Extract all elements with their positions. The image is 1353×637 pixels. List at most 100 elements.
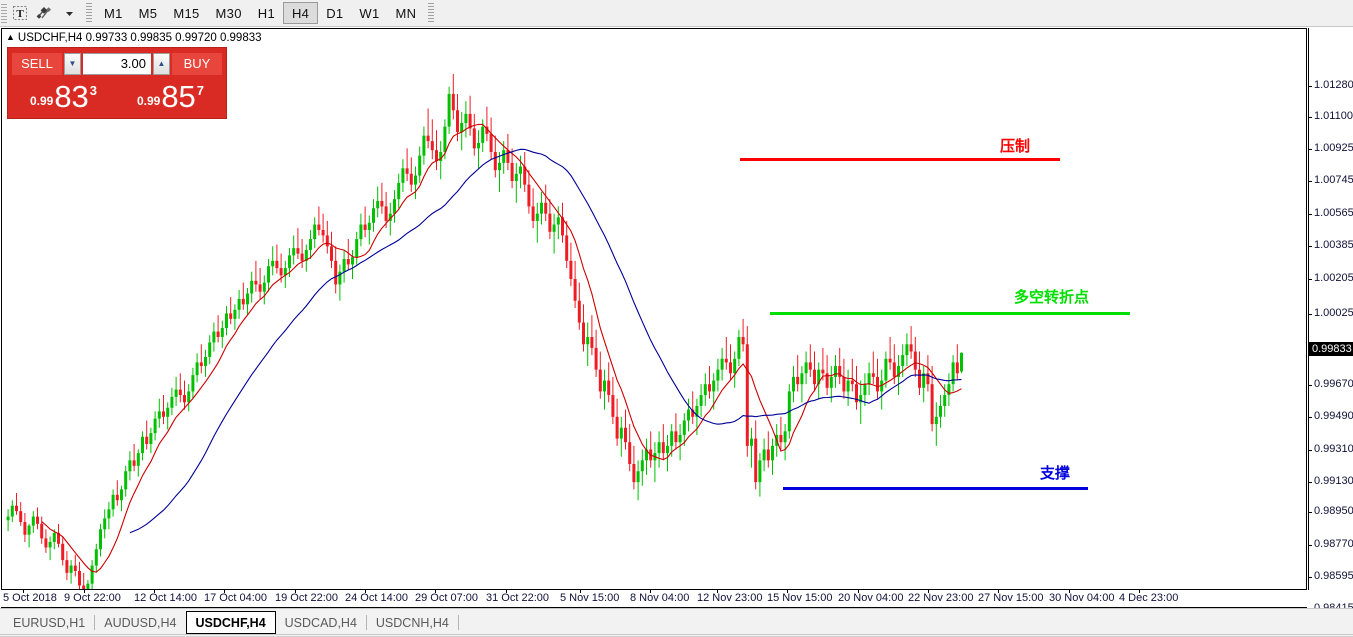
objects-dropdown-arrow[interactable] <box>58 2 81 25</box>
collapse-triangle-icon[interactable]: ▲ <box>6 32 15 42</box>
timeframe-m30[interactable]: M30 <box>215 5 242 21</box>
tabbar-divider-top <box>0 634 1353 635</box>
chart-tab-usdcad[interactable]: USDCAD,H4 <box>284 615 357 630</box>
price-tick <box>1308 214 1312 215</box>
time-tick-label: 31 Oct 22:00 <box>486 592 549 604</box>
volume-input[interactable]: 3.00 <box>83 52 151 75</box>
price-tick <box>1308 149 1312 150</box>
pivot-line[interactable] <box>770 312 1130 315</box>
timeframe-w1[interactable]: W1 <box>359 5 380 21</box>
time-tick-label: 17 Oct 04:00 <box>204 592 267 604</box>
chart-tabs: EURUSD,H1 AUDUSD,H4 USDCHF,H4 USDCAD,H4 USDC… <box>4 611 459 634</box>
time-tick <box>580 590 581 593</box>
time-tick-label: 30 Nov 04:00 <box>1049 592 1115 604</box>
time-tick <box>717 590 718 593</box>
toolbar-grip-left[interactable] <box>1 3 7 23</box>
price-tick-label: 1.00745 <box>1314 174 1353 186</box>
pivot-label: 多空转折点 <box>1014 288 1090 306</box>
time-tick-label: 5 Nov 15:00 <box>560 592 620 604</box>
time-tick <box>506 590 507 593</box>
symbol-ohlc-text: USDCHF,H4 0.99733 0.99835 0.99720 0.9983… <box>17 32 262 44</box>
price-axis[interactable]: 1.01280 1.01100 1.00925 1.00745 1.00565 1.003… <box>1308 28 1353 614</box>
chart-tab-usdcnh[interactable]: USDCNH,H4 <box>375 615 449 630</box>
price-tick-label: 1.01100 <box>1314 110 1353 122</box>
time-tick <box>998 590 999 593</box>
text-tool-glyph: T <box>12 6 27 20</box>
time-tick <box>365 590 366 593</box>
chart-canvas[interactable]: 压制 多空转折点 支撑 ▲ USDCHF,H4 0.99733 0.99835 0… <box>1 28 1307 590</box>
volume-decrement-button[interactable]: ▼ <box>64 52 81 75</box>
chart-tab-audusd[interactable]: AUDUSD,H4 <box>104 615 177 630</box>
time-tick-label: 19 Oct 22:00 <box>275 592 338 604</box>
support-line[interactable] <box>783 487 1088 490</box>
time-tick-label: 22 Nov 23:00 <box>908 592 974 604</box>
price-tick <box>1308 279 1312 280</box>
current-price-tag: 0.99833 <box>1309 342 1353 356</box>
chart-tab-usdchf[interactable]: USDCHF,H4 <box>185 611 276 634</box>
price-tick-label: 0.98950 <box>1314 505 1353 517</box>
price-tick-label: 1.00205 <box>1314 272 1353 284</box>
price-tick <box>1308 482 1312 483</box>
time-tick <box>84 590 85 593</box>
sell-price-main: 83 <box>54 79 89 114</box>
candlestick-plot <box>6 74 963 589</box>
price-tick-label: 0.98595 <box>1314 570 1353 582</box>
sell-price-display[interactable]: 0.99 83 3 <box>12 77 115 114</box>
sell-price-prefix: 0.99 <box>29 94 54 108</box>
price-tick-label: 0.99670 <box>1314 378 1353 390</box>
time-tick <box>23 590 24 593</box>
price-tick-label: 0.99310 <box>1314 443 1353 455</box>
time-tick <box>858 590 859 593</box>
top-toolbar: T M1 M5 M15 M30 H1 H4 D1 W1 MN <box>0 0 1353 27</box>
time-tick <box>435 590 436 593</box>
support-label: 支撑 <box>1040 464 1071 482</box>
timeframe-h4[interactable]: H4 <box>282 2 319 24</box>
objects-tool-icon[interactable] <box>33 2 56 25</box>
time-tick-label: 5 Oct 2018 <box>3 592 57 604</box>
timeframe-m1[interactable]: M1 <box>104 5 123 21</box>
time-tick-label: 20 Nov 04:00 <box>838 592 904 604</box>
timeframe-m5[interactable]: M5 <box>138 5 158 21</box>
buy-price-point: 7 <box>196 83 205 98</box>
one-click-trading-panel: SELL ▼ 3.00 ▲ BUY 0.99 83 3 0.99 85 7 <box>7 47 227 119</box>
resistance-line[interactable] <box>740 158 1060 161</box>
resistance-label: 压制 <box>1000 137 1031 155</box>
timeframe-mn[interactable]: MN <box>395 5 417 21</box>
price-tick-label: 1.00925 <box>1314 142 1353 154</box>
timeframe-m15[interactable]: M15 <box>173 5 200 21</box>
objects-glyph <box>36 7 51 19</box>
price-tick-label: 1.01280 <box>1314 79 1353 91</box>
time-tick-label: 12 Oct 14:00 <box>134 592 197 604</box>
buy-button[interactable]: BUY <box>172 52 222 75</box>
chart-tab-eurusd[interactable]: EURUSD,H1 <box>13 615 86 630</box>
price-tick <box>1308 417 1312 418</box>
price-tick-label: 0.99490 <box>1314 410 1353 422</box>
time-tick-label: 29 Oct 07:00 <box>415 592 478 604</box>
time-tick-label: 9 Oct 22:00 <box>64 592 121 604</box>
volume-increment-button[interactable]: ▲ <box>153 52 170 75</box>
price-tick <box>1308 314 1312 315</box>
price-tick-label: 1.00385 <box>1314 239 1353 251</box>
time-tick-label: 12 Nov 23:00 <box>697 592 763 604</box>
timeframe-d1[interactable]: D1 <box>326 5 344 21</box>
price-tick-label: 1.00565 <box>1314 207 1353 219</box>
time-tick-label: 8 Nov 04:00 <box>630 592 690 604</box>
buy-price-main: 85 <box>161 79 196 114</box>
time-axis[interactable]: 5 Oct 2018 9 Oct 22:00 12 Oct 14:00 17 Oct … <box>1 590 1307 608</box>
price-tick <box>1308 181 1312 182</box>
time-tick <box>295 590 296 593</box>
oct-prices-row: 0.99 83 3 0.99 85 7 <box>8 76 226 118</box>
toolbar-separator-1 <box>86 3 92 23</box>
buy-price-prefix: 0.99 <box>136 94 161 108</box>
time-tick <box>787 590 788 593</box>
text-tool-icon[interactable]: T <box>8 2 31 25</box>
buy-price-display[interactable]: 0.99 85 7 <box>119 77 222 114</box>
chevron-down-icon <box>66 11 73 16</box>
price-tick <box>1308 512 1312 513</box>
price-tick-label: 1.00025 <box>1314 307 1353 319</box>
time-tick <box>650 590 651 593</box>
timeframe-h1[interactable]: H1 <box>257 5 275 21</box>
sell-button[interactable]: SELL <box>12 52 62 75</box>
tab-separator <box>94 615 96 630</box>
